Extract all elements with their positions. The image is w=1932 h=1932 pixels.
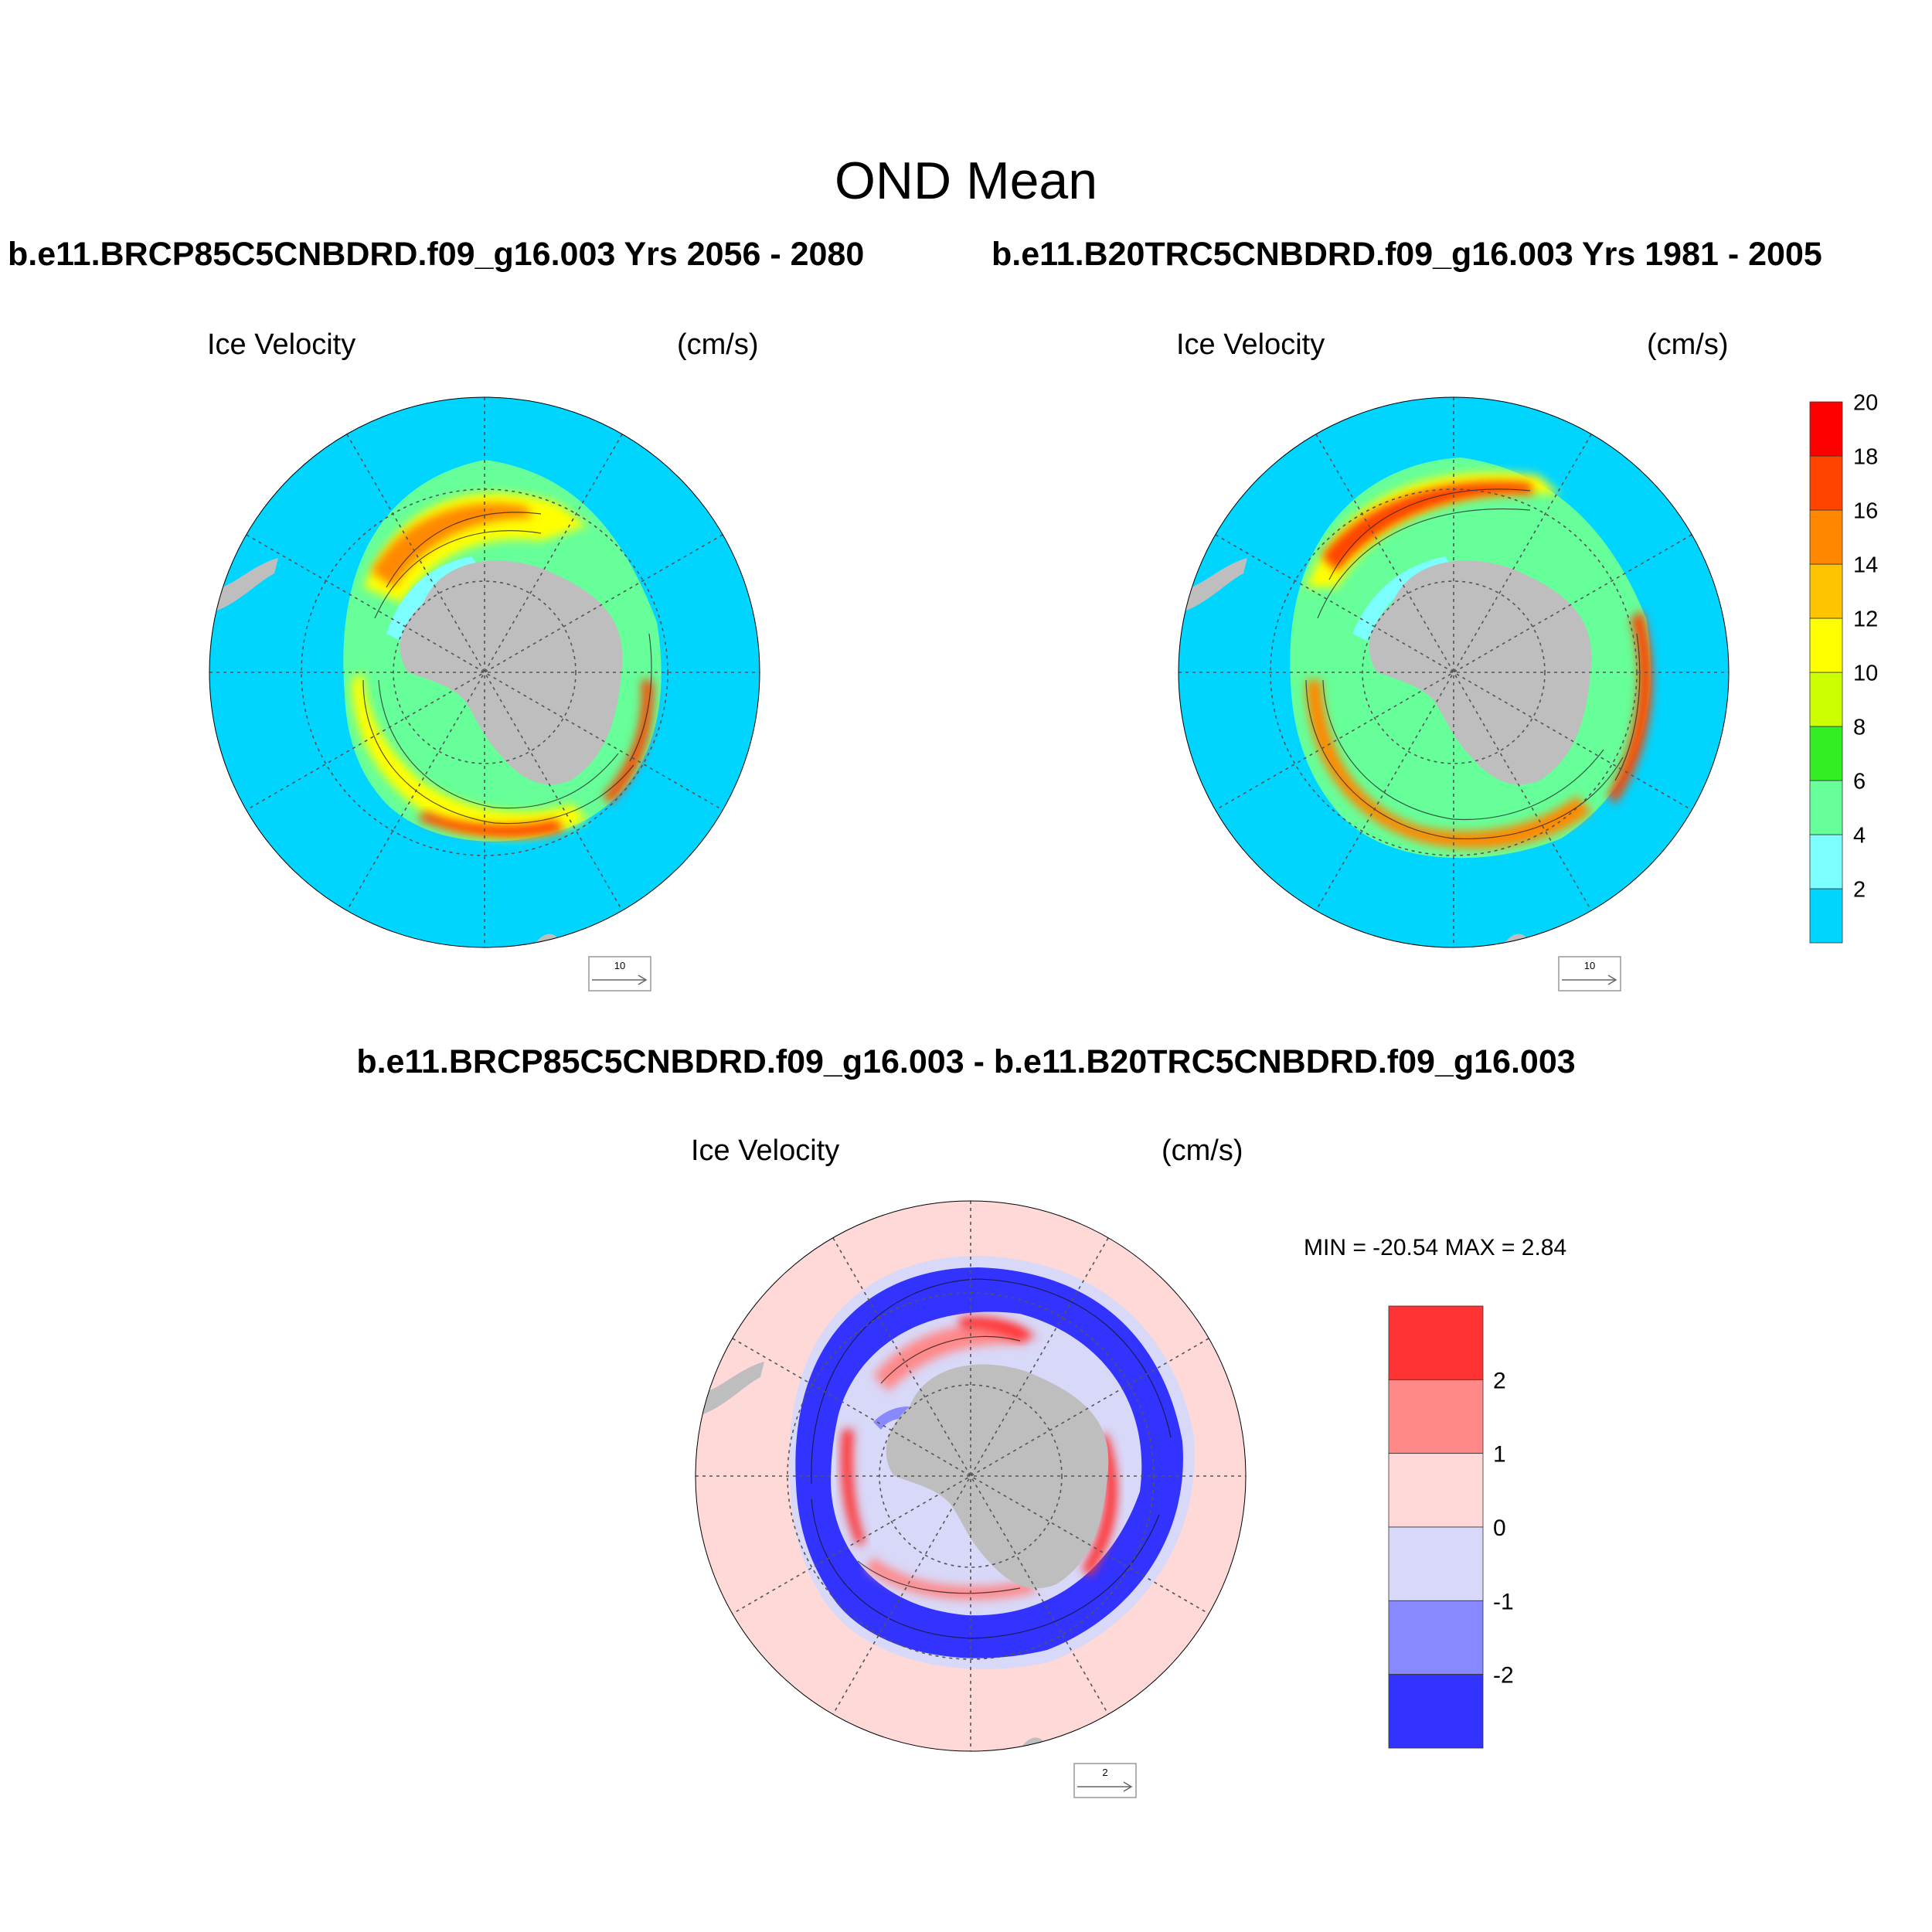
top-colorbar-label: 2 (1853, 877, 1866, 902)
top-colorbar-box (1809, 401, 1843, 457)
top-colorbar-label: 10 (1853, 661, 1878, 685)
diff-streamlines (811, 1278, 1172, 1639)
left-ref-vector-label: 10 (614, 960, 625, 971)
bottom-colorbar-label: -2 (1493, 1663, 1514, 1689)
right-units-label: (cm/s) (1647, 328, 1729, 361)
right-map (1178, 396, 1730, 948)
diff-map (695, 1200, 1247, 1752)
right-map-border (1178, 396, 1730, 948)
left-reference-vector: 10 (588, 956, 651, 992)
bottom-colorbar-box (1388, 1674, 1484, 1749)
case-a-title: b.e11.BRCP85C5CNBDRD.f09_g16.003 Yrs 205… (8, 236, 865, 273)
top-colorbar-label: 14 (1853, 553, 1878, 577)
top-colorbar-box (1809, 888, 1843, 944)
diff-reference-vector: 2 (1073, 1763, 1137, 1798)
top-colorbar-label: 8 (1853, 715, 1866, 740)
bottom-colorbar-box (1388, 1379, 1484, 1454)
right-reference-vector: 10 (1558, 956, 1621, 992)
right-variable-label: Ice Velocity (1176, 328, 1325, 361)
top-colorbar-box (1809, 834, 1843, 889)
top-colorbar-box (1809, 672, 1843, 727)
top-colorbar: 2 4 6 8 10 12 14 16 18 20 (1809, 390, 1878, 944)
top-colorbar-box (1809, 563, 1843, 619)
top-colorbar-box (1809, 617, 1843, 673)
top-colorbar-label: 4 (1853, 823, 1866, 848)
case-b-title: b.e11.B20TRC5CNBDRD.f09_g16.003 Yrs 1981… (992, 236, 1822, 273)
left-variable-label: Ice Velocity (207, 328, 356, 361)
bottom-colorbar: 2 1 0 -1 -2 (1388, 1305, 1514, 1749)
diff-ref-vector-label: 2 (1102, 1767, 1107, 1778)
diff-title: b.e11.BRCP85C5CNBDRD.f09_g16.003 - b.e11… (356, 1043, 1576, 1080)
top-colorbar-box (1809, 780, 1843, 835)
left-map (209, 396, 760, 948)
figure-title: OND Mean (834, 151, 1098, 210)
top-colorbar-label: 18 (1853, 444, 1878, 469)
right-streamlines (1305, 488, 1641, 840)
bottom-colorbar-label: -1 (1493, 1589, 1514, 1614)
top-colorbar-label: 12 (1853, 607, 1878, 631)
diff-min-max: MIN = -20.54 MAX = 2.84 (1304, 1235, 1567, 1260)
left-streamlines (362, 512, 652, 825)
right-graticule (1179, 397, 1729, 947)
bottom-colorbar-box (1388, 1453, 1484, 1528)
bottom-colorbar-box (1388, 1305, 1484, 1380)
top-colorbar-box (1809, 509, 1843, 565)
top-colorbar-label: 16 (1853, 498, 1878, 523)
top-colorbar-box (1809, 726, 1843, 781)
left-map-border (209, 396, 760, 948)
diff-units-label: (cm/s) (1162, 1134, 1243, 1167)
bottom-colorbar-label: 0 (1493, 1515, 1506, 1541)
top-colorbar-label: 20 (1853, 390, 1878, 415)
bottom-colorbar-label: 1 (1493, 1442, 1506, 1468)
left-graticule (209, 397, 760, 947)
bottom-colorbar-box (1388, 1526, 1484, 1601)
top-colorbar-box (1809, 455, 1843, 511)
bottom-colorbar-box (1388, 1600, 1484, 1675)
diff-graticule (696, 1201, 1246, 1751)
diff-variable-label: Ice Velocity (691, 1134, 840, 1167)
bottom-colorbar-label: 2 (1493, 1368, 1506, 1393)
diff-map-border (695, 1200, 1247, 1752)
top-colorbar-label: 6 (1853, 769, 1866, 794)
left-units-label: (cm/s) (677, 328, 759, 361)
right-ref-vector-label: 10 (1584, 960, 1595, 971)
